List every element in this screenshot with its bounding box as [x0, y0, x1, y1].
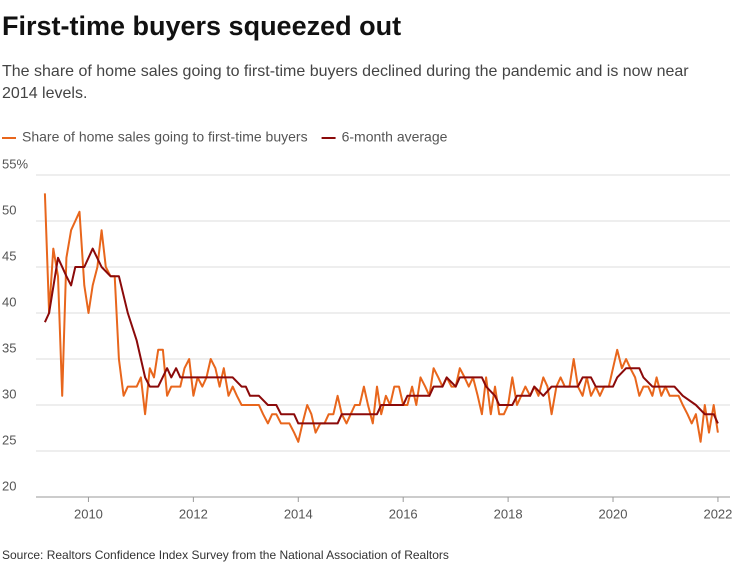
x-tick-label: 2010: [74, 506, 103, 521]
y-tick-label: 35: [2, 340, 16, 355]
legend-label: Share of home sales going to first-time …: [22, 129, 308, 145]
subtitle: 2014 levels.: [2, 85, 87, 102]
y-tick-label: 30: [2, 386, 16, 401]
x-tick-label: 2022: [703, 506, 732, 521]
legend-label: 6-month average: [342, 129, 448, 145]
x-tick-label: 2012: [179, 506, 208, 521]
x-tick-label: 2020: [599, 506, 628, 521]
subtitle: The share of home sales going to first-t…: [2, 63, 689, 80]
y-tick-label: 20: [2, 478, 16, 493]
y-tick-label: 55%: [2, 156, 28, 171]
x-tick-label: 2016: [389, 506, 418, 521]
y-tick-label: 50: [2, 202, 16, 217]
x-tick-label: 2018: [494, 506, 523, 521]
y-tick-label: 40: [2, 294, 16, 309]
series-line: [43, 247, 719, 425]
y-tick-label: 45: [2, 248, 16, 263]
source: Source: Realtors Confidence Index Survey…: [2, 548, 449, 562]
y-tick-label: 25: [2, 432, 16, 447]
chart-title: First-time buyers squeezed out: [2, 11, 401, 41]
x-tick-label: 2014: [284, 506, 313, 521]
